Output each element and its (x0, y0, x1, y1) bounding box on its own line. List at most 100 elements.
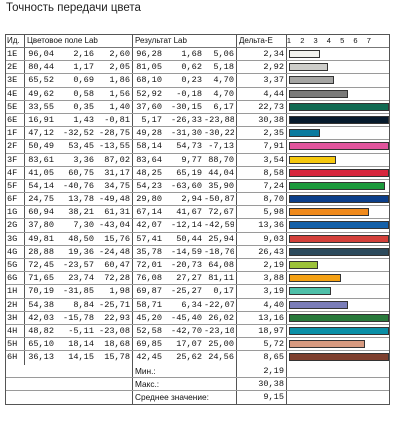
result-l-value: 45,20 (136, 312, 162, 323)
header-delta-e: Дельта-E (239, 36, 273, 45)
patch-id: 2H (7, 299, 18, 310)
target-a-value: 38,21 (68, 207, 94, 218)
result-a-value: -12,14 (171, 220, 202, 231)
summary-row: Макс.: 30,38 (6, 377, 389, 391)
result-a-value: -30,15 (171, 101, 202, 112)
table-row: 1E 96,04 2,16 2,60 96,28 1,68 5,06 2,34 (6, 48, 389, 62)
delta-e-value: 7,24 (263, 180, 284, 191)
target-a-value: -23,57 (63, 260, 94, 270)
table-row: 5F 54,14 -40,76 34,75 54,23 -63,60 35,90 7,24 (6, 179, 389, 194)
result-b-value: -42,59 (204, 220, 234, 231)
result-l-value: 67,14 (136, 207, 162, 218)
result-l-value: 54,23 (136, 180, 162, 191)
delta-e-value: 7,91 (263, 141, 284, 152)
delta-e-bar (289, 63, 328, 72)
result-a-value: -26,33 (171, 114, 202, 125)
summary-value: 9,15 (263, 391, 284, 402)
result-b-value: -50,87 (204, 194, 234, 205)
target-b-value: 2,05 (109, 62, 130, 73)
target-b-value: 1,86 (109, 75, 130, 86)
result-b-value: 72,67 (208, 207, 234, 218)
patch-id: 2F (7, 141, 18, 152)
target-l-value: 49,81 (28, 233, 54, 244)
result-l-value: 42,07 (136, 220, 162, 231)
result-a-value: 1,68 (181, 49, 202, 59)
target-a-value: 23,74 (68, 273, 94, 284)
result-a-value: -42,70 (171, 325, 202, 336)
target-l-value: 83,61 (28, 154, 54, 165)
scale-tick: 5 (340, 36, 345, 45)
result-a-value: 41,67 (176, 207, 202, 218)
table-row: 3F 83,61 3,36 87,02 83,64 9,77 88,70 3,54 (6, 153, 389, 167)
target-b-value: 18,68 (104, 339, 130, 350)
target-l-value: 36,13 (28, 352, 54, 363)
result-b-value: 4,70 (213, 88, 234, 99)
delta-e-bar (289, 340, 366, 349)
delta-e-bar (289, 181, 386, 190)
target-a-value: 48,50 (68, 233, 94, 244)
target-a-value: -15,78 (63, 312, 94, 323)
target-b-value: -0,81 (104, 114, 130, 125)
target-b-value: 2,60 (109, 49, 130, 59)
table-row: 3G 49,81 48,50 15,76 57,41 50,44 25,94 9,03 (6, 232, 389, 246)
table-row: 4G 28,88 19,36 -24,48 35,78 -14,59 -18,76 26,43 (6, 245, 389, 259)
delta-e-value: 26,43 (258, 246, 284, 257)
scale-tick: 7 (366, 36, 371, 45)
target-l-value: 71,65 (28, 273, 54, 284)
table-row: 1H 70,19 -31,85 1,98 69,87 -25,27 0,17 3,19 (6, 285, 389, 299)
delta-e-value: 8,58 (263, 167, 284, 178)
patch-id: 6H (7, 352, 18, 363)
result-a-value: 6,34 (181, 299, 202, 310)
delta-e-value: 3,54 (263, 154, 284, 165)
target-a-value: 53,45 (68, 141, 94, 152)
result-a-value: 9,77 (181, 154, 202, 165)
target-b-value: 31,17 (104, 167, 130, 178)
delta-e-bar (289, 142, 389, 151)
result-b-value: 88,70 (208, 154, 234, 165)
patch-id: 4F (7, 167, 18, 178)
patch-id: 2E (7, 62, 18, 73)
result-a-value: 0,23 (181, 75, 202, 86)
result-l-value: 37,60 (136, 101, 162, 112)
delta-e-value: 30,38 (258, 114, 284, 125)
table-row: 5G 72,45 -23,57 60,47 72,01 -20,73 64,08 2,19 (6, 259, 389, 273)
result-b-value: -23,88 (204, 114, 234, 125)
target-l-value: 48,82 (28, 325, 54, 336)
summary-row: Среднее значение: 9,15 (6, 390, 389, 405)
patch-id: 1E (7, 49, 18, 59)
target-a-value: 8,84 (73, 299, 94, 310)
result-a-value: 27,27 (176, 273, 202, 284)
delta-e-value: 3,88 (263, 273, 284, 284)
table-row: 4E 49,62 0,58 1,56 52,92 -0,18 4,70 4,44 (6, 87, 389, 101)
result-l-value: 72,01 (136, 260, 162, 270)
result-l-value: 42,45 (136, 352, 162, 363)
header-id: Ид. (7, 36, 20, 45)
target-a-value: 0,35 (73, 101, 94, 112)
result-b-value: -7,13 (208, 141, 234, 152)
target-b-value: 1,98 (109, 286, 130, 297)
target-l-value: 42,03 (28, 312, 54, 323)
target-l-value: 16,91 (28, 114, 54, 125)
target-l-value: 70,19 (28, 286, 54, 297)
patch-id: 1H (7, 286, 18, 297)
delta-e-bar (289, 208, 369, 217)
result-l-value: 81,05 (136, 62, 162, 73)
target-b-value: 22,93 (104, 312, 130, 323)
delta-e-value: 4,44 (263, 88, 284, 99)
delta-e-bar (289, 247, 389, 256)
delta-e-value: 5,72 (263, 339, 284, 350)
delta-e-bar (289, 155, 337, 164)
result-l-value: 29,80 (136, 194, 162, 205)
result-b-value: 25,94 (208, 233, 234, 244)
delta-e-value: 13,16 (258, 312, 284, 323)
delta-e-value: 5,98 (263, 207, 284, 218)
result-l-value: 58,14 (136, 141, 162, 152)
header-result-lab: Результат Lab (135, 36, 187, 45)
patch-id: 5H (7, 339, 18, 350)
delta-e-bar (289, 195, 389, 204)
target-a-value: -5,11 (68, 325, 94, 336)
target-l-value: 54,38 (28, 299, 54, 310)
result-a-value: 54,73 (176, 141, 202, 152)
target-b-value: -23,08 (99, 325, 130, 336)
target-l-value: 54,14 (28, 180, 54, 191)
